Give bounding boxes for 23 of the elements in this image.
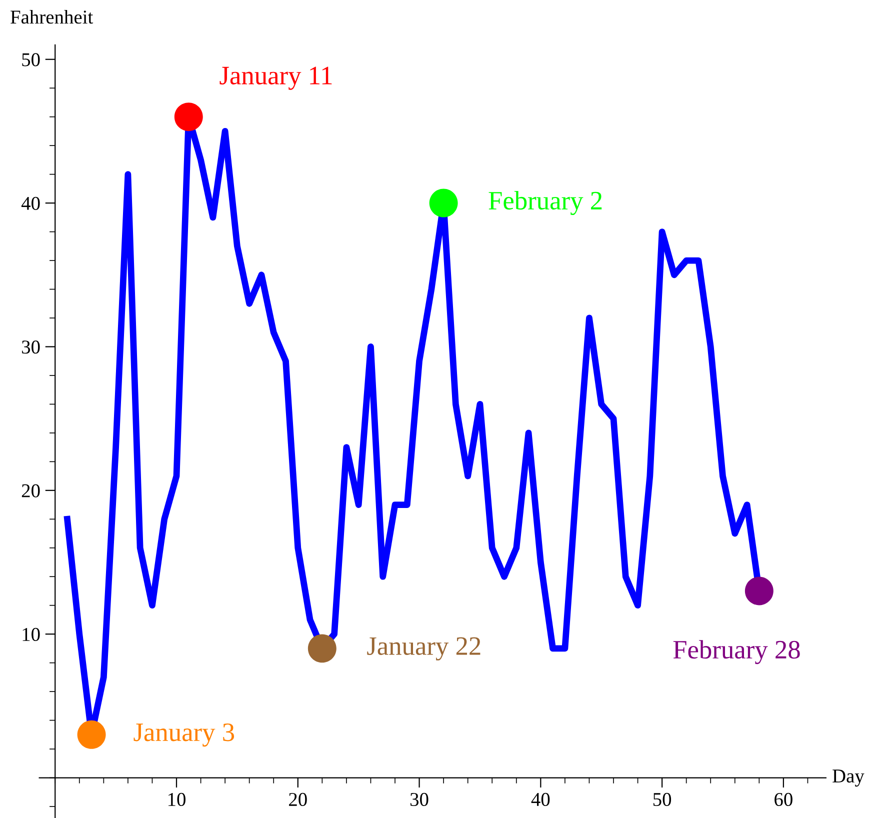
x-tick-label: 40 [531, 792, 550, 806]
y-tick-label: 50 [22, 53, 40, 66]
y-axis-title: Fahrenheit [10, 10, 94, 24]
annotation: January 22 [367, 637, 480, 660]
x-tick-label: 30 [410, 792, 428, 806]
x-tick-label: 20 [289, 792, 307, 806]
point [744, 576, 774, 606]
annotation: February 2 [488, 191, 602, 216]
x-tick-label: 60 [774, 792, 792, 806]
x-axis-title: Day [832, 770, 864, 787]
annotation: January 3 [134, 723, 234, 747]
y-tick-label: 10 [22, 628, 40, 642]
annotation: February 28 [673, 640, 800, 664]
point [308, 634, 336, 663]
x-tick-label: 50 [653, 792, 672, 806]
point [174, 102, 203, 132]
y-tick-label: 30 [22, 340, 40, 354]
point [77, 720, 106, 749]
y-tick-label: 40 [21, 196, 40, 210]
x-tick-label: 10 [168, 792, 186, 806]
point [429, 188, 458, 218]
y-tick-label: 20 [22, 484, 40, 498]
annotation: January 11 [220, 66, 332, 90]
